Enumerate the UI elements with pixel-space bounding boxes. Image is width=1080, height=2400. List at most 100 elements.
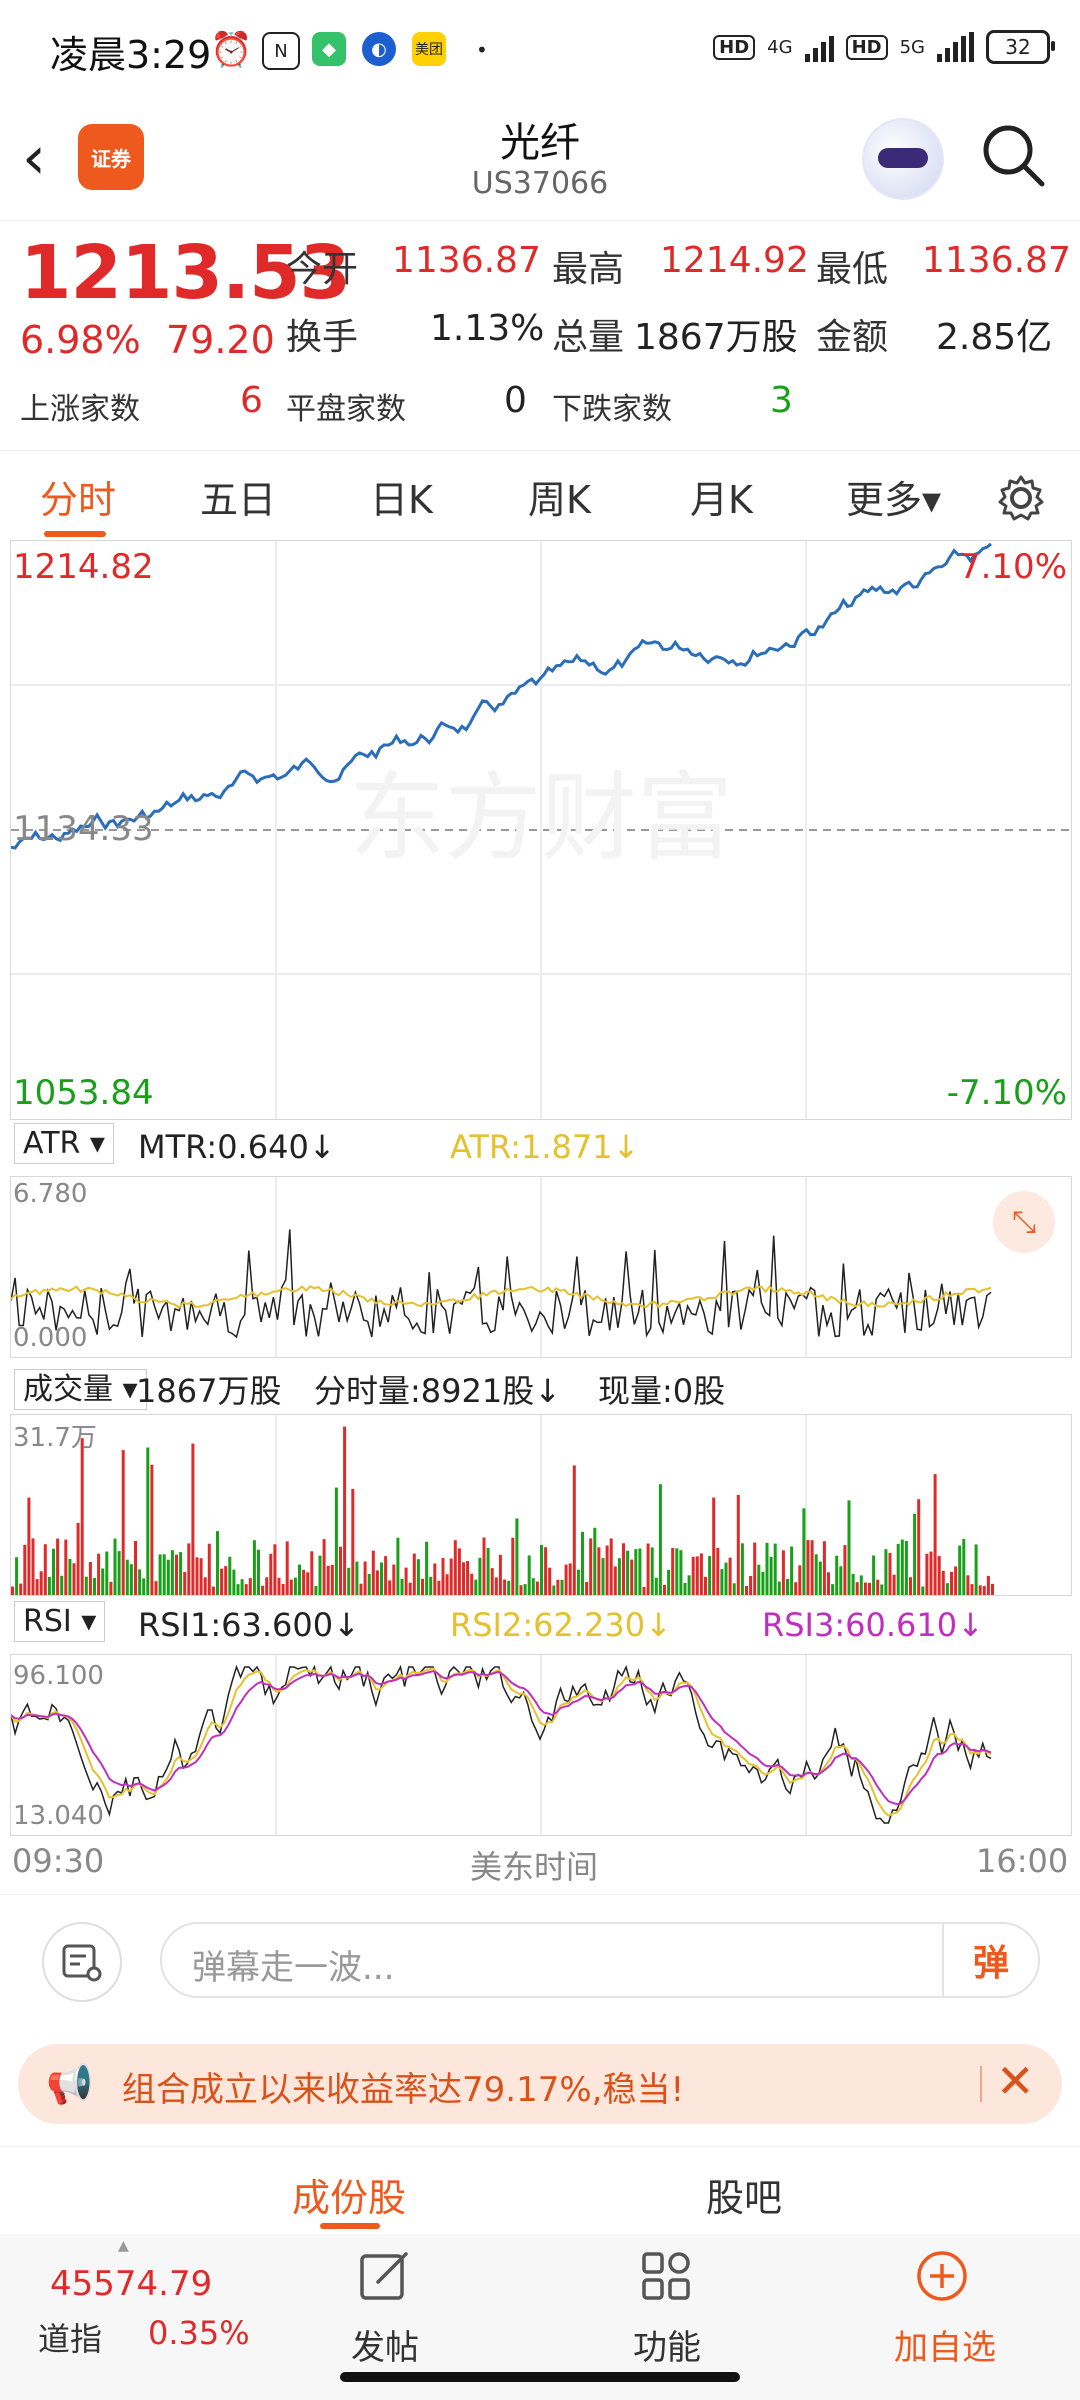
volume-bar	[732, 1583, 736, 1595]
rsi-chart[interactable]: 96.100 13.040	[10, 1654, 1072, 1836]
volume-bar	[236, 1584, 240, 1595]
tab-more[interactable]: 更多▾	[846, 478, 942, 522]
volume-bar	[564, 1564, 568, 1595]
volume-bar	[207, 1543, 211, 1595]
atr-value: ATR:1.871↓	[450, 1128, 640, 1166]
volume-bar	[581, 1531, 584, 1595]
amount-value: 2.85亿	[936, 317, 1053, 358]
active-tab-indicator	[44, 531, 106, 537]
volume-bar	[687, 1575, 691, 1595]
volume-bar	[162, 1554, 166, 1595]
volume-bar	[978, 1585, 982, 1595]
volume-bar	[880, 1584, 884, 1595]
volume-bar	[367, 1574, 371, 1595]
tab-weekly-k[interactable]: 周K	[528, 478, 591, 522]
volume-bar	[240, 1579, 244, 1595]
hd-icon: HD	[713, 34, 756, 60]
volume-bar	[712, 1497, 716, 1595]
post-button[interactable]: 发帖	[351, 2328, 419, 2368]
volume-bar	[265, 1577, 269, 1595]
volume-bar	[52, 1548, 55, 1595]
volume-bar	[232, 1569, 236, 1595]
index-pct[interactable]: 0.35%	[148, 2314, 250, 2352]
volume-bar	[642, 1586, 646, 1595]
volume-bar	[121, 1450, 125, 1595]
robot-avatar-icon[interactable]	[862, 118, 944, 200]
volume-bar	[64, 1539, 68, 1595]
alarm-icon: ⏰	[210, 30, 253, 70]
volume-bar	[798, 1565, 802, 1595]
home-indicator[interactable]	[340, 2372, 740, 2382]
volume-bar	[97, 1553, 101, 1595]
volume-bar	[408, 1582, 412, 1595]
close-icon[interactable]: ✕	[996, 2054, 1035, 2108]
volume-bar	[626, 1550, 630, 1595]
broker-logo[interactable]: 证券	[78, 124, 144, 190]
volume-bar	[515, 1518, 519, 1595]
function-icon[interactable]	[638, 2248, 694, 2308]
volume-bar	[605, 1545, 609, 1595]
tab-daily-k[interactable]: 日K	[370, 478, 433, 522]
add-circle-icon[interactable]	[914, 2248, 970, 2308]
volume-bar	[818, 1561, 822, 1595]
flat-count: 0	[504, 380, 527, 421]
intraday-chart[interactable]: 东方财富 1214.82 7.10% 1134.33 1053.84 -7.10…	[10, 540, 1072, 1120]
low-label: 最低	[816, 249, 889, 290]
rsi1-line	[11, 1664, 992, 1824]
volume-bar	[683, 1582, 687, 1595]
volume-bar	[634, 1549, 638, 1595]
signal-icon	[804, 32, 834, 62]
tab-constituents[interactable]: 成份股	[292, 2176, 407, 2220]
search-icon[interactable]	[980, 122, 1048, 194]
atr-selector-label: ATR	[23, 1126, 81, 1161]
index-value[interactable]: 45574.79	[50, 2264, 213, 2304]
volume-bar	[806, 1540, 810, 1595]
expand-icon[interactable]: ⤡	[993, 1191, 1055, 1253]
volume-bar	[749, 1576, 753, 1595]
volume-label: 总量	[552, 317, 625, 358]
banner-divider	[980, 2066, 982, 2102]
volume-bar	[462, 1562, 465, 1595]
danmu-input[interactable]: 弹幕走一波... 弹	[160, 1922, 1040, 1998]
atr-selector[interactable]: ATR ▾	[14, 1123, 114, 1164]
gear-icon[interactable]	[996, 473, 1046, 527]
volume-bar	[195, 1557, 199, 1595]
volume-bar	[986, 1575, 990, 1595]
high-label: 最高	[552, 249, 625, 290]
volume-bar	[757, 1564, 761, 1595]
chart-tabs: 分时 五日 日K 周K 月K 更多▾	[0, 450, 1080, 541]
time-zone-label: 美东时间	[470, 1848, 599, 1886]
function-button[interactable]: 功能	[633, 2328, 701, 2368]
price-low-label: 1053.84	[13, 1073, 154, 1113]
tab-five-day[interactable]: 五日	[200, 478, 277, 522]
volume-bar	[388, 1580, 392, 1595]
danmu-send-button[interactable]: 弹	[942, 1924, 1038, 1996]
network-label-2: 5G	[899, 36, 925, 58]
volume-bar	[314, 1586, 318, 1595]
rsi-selector[interactable]: RSI ▾	[14, 1601, 106, 1642]
promo-banner[interactable]: 📢 组合成立以来收益率达79.17%,稳当! ✕	[18, 2044, 1062, 2124]
volume-chart[interactable]: 31.7万	[10, 1414, 1072, 1596]
tab-forum[interactable]: 股吧	[706, 2176, 783, 2220]
volume-bar	[835, 1555, 839, 1595]
tab-monthly-k[interactable]: 月K	[690, 478, 753, 522]
volume-bar	[638, 1548, 642, 1595]
danmu-settings-icon[interactable]	[42, 1922, 122, 2002]
down-count: 3	[770, 380, 793, 421]
volume-bar	[216, 1531, 219, 1595]
back-button[interactable]: ‹	[22, 123, 46, 193]
volume-bar	[827, 1572, 830, 1595]
volume-bar	[109, 1581, 113, 1595]
index-name[interactable]: 道指	[38, 2320, 103, 2358]
add-watchlist-button[interactable]: 加自选	[894, 2328, 996, 2368]
volume-bar	[970, 1584, 974, 1595]
post-icon[interactable]	[356, 2248, 412, 2308]
atr-chart[interactable]: 6.780 0.000 ⤡	[10, 1176, 1072, 1358]
rsi-header: RSI ▾	[14, 1601, 106, 1642]
volume-selector[interactable]: 成交量 ▾	[14, 1369, 147, 1410]
atr-line	[11, 1284, 992, 1309]
volume-bar	[699, 1553, 703, 1595]
mtr-line	[11, 1229, 992, 1339]
volume-bar	[15, 1557, 19, 1595]
tab-intraday[interactable]: 分时	[40, 478, 117, 522]
